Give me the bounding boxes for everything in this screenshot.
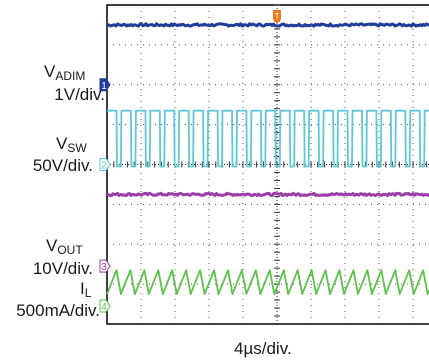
traces [106, 22, 429, 295]
marker-number: 3 [101, 262, 107, 273]
marker-number: 4 [101, 302, 107, 313]
ch3-label: VOUT [46, 236, 83, 257]
ch4-scale-label: 500mA/div. [16, 301, 100, 320]
trace-ch1 [106, 22, 429, 28]
trace-ch2 [107, 109, 429, 168]
ch2-marker[interactable]: 2 [99, 158, 111, 172]
ch3-scale-label: 10V/div. [32, 259, 93, 278]
marker-number: 2 [101, 161, 107, 172]
ch4-label: IL [80, 279, 92, 300]
trigger-letter: T [275, 12, 280, 21]
trigger-marker[interactable]: T [273, 10, 281, 24]
ch1-scale-label: 1V/div. [54, 85, 105, 104]
trigger-shape [273, 10, 281, 24]
marker-tag [99, 299, 111, 313]
trace-ch3 [106, 191, 429, 198]
trace-ch4 [106, 269, 429, 295]
ch1-marker[interactable]: 1 [99, 78, 111, 92]
x-axis-label: 4µs/div. [234, 339, 292, 358]
ch3-marker[interactable]: 3 [99, 259, 111, 273]
ch2-scale-label: 50V/div. [32, 156, 93, 175]
marker-number: 1 [101, 81, 107, 92]
grid [106, 4, 429, 324]
marker-tag [99, 158, 111, 171]
marker-tag [99, 78, 111, 92]
ch2-label: VSW [56, 134, 87, 155]
ch4-marker[interactable]: 4 [99, 299, 111, 313]
channel-markers: 1 2 3 4 T [99, 10, 281, 313]
marker-tag [99, 259, 111, 273]
ch1-label: VADIM [44, 62, 86, 83]
